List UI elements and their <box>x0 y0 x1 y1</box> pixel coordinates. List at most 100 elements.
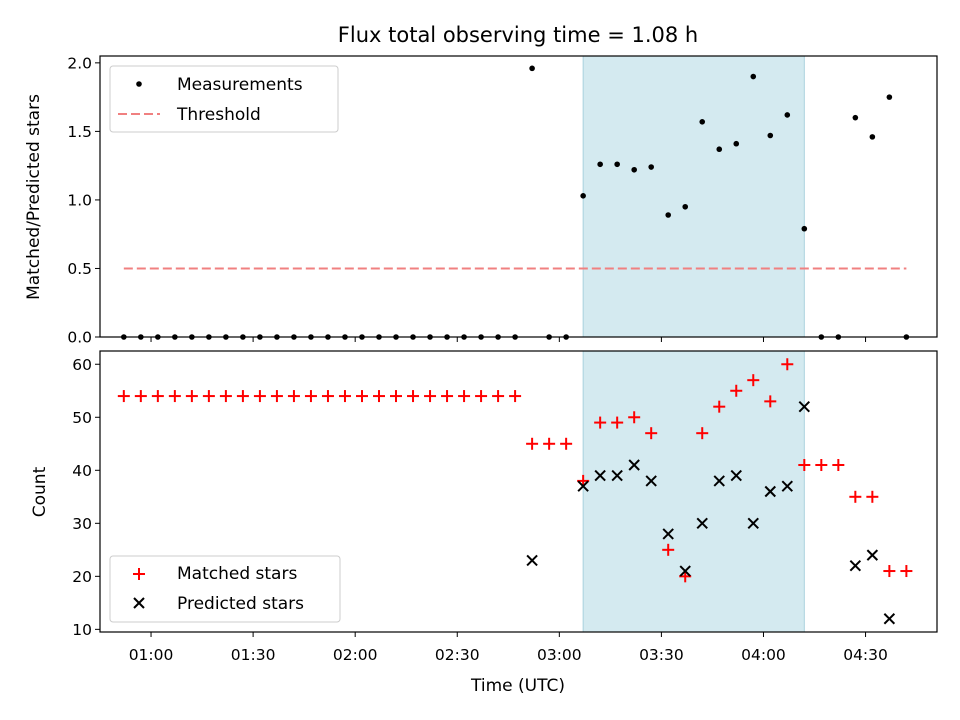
matched-stars-point <box>509 390 522 403</box>
matched-stars-point <box>730 384 743 397</box>
y-tick-label: 10 <box>72 621 92 639</box>
x-tick-label: 02:30 <box>435 646 480 664</box>
measurement-point <box>648 164 654 170</box>
x-tick-label: 01:00 <box>129 646 174 664</box>
matched-stars-point <box>492 390 505 403</box>
measurement-point <box>750 73 757 80</box>
matched-stars-point <box>543 437 556 450</box>
predicted-stars-point <box>781 480 793 492</box>
x-tick-label: 04:00 <box>741 646 786 664</box>
matched-stars-point <box>866 490 879 503</box>
matched-stars-point <box>321 390 334 403</box>
ratio-panel: 0.00.51.01.52.0 Matched/Predicted stars … <box>24 54 938 347</box>
y-tick-label: 0.0 <box>67 329 92 347</box>
matched-stars-point <box>815 458 828 471</box>
matched-stars-point <box>900 565 913 578</box>
legend-measurements-label: Measurements <box>177 75 303 95</box>
matched-stars-point <box>458 390 471 403</box>
legend-matched-label: Matched stars <box>177 564 297 584</box>
measurement-point <box>784 112 791 118</box>
count-legend: Matched stars Predicted stars <box>109 555 341 623</box>
matched-stars-point <box>560 437 573 450</box>
matched-stars-point <box>764 395 777 408</box>
matched-stars-point <box>338 390 351 403</box>
y-tick-label: 2.0 <box>67 54 92 72</box>
matched-stars-point <box>270 390 283 403</box>
measurement-point <box>699 118 706 125</box>
matched-stars-point <box>611 416 624 429</box>
legend-measurements-swatch <box>136 81 142 87</box>
predicted-stars-point <box>628 459 640 471</box>
measurement-point <box>682 203 689 210</box>
predicted-stars-point <box>764 485 776 498</box>
count-panel: 10 20 30 40 50 60 01:00 01:30 02:00 02:30 03:00 03… <box>30 350 938 696</box>
matched-stars-point <box>185 390 198 403</box>
predicted-stars-point <box>611 469 623 482</box>
matched-stars-point <box>287 390 300 403</box>
predicted-stars-point <box>594 469 606 482</box>
predicted-stars-point <box>577 480 589 492</box>
observing-window-span <box>582 55 805 338</box>
x-tick-label: 03:30 <box>639 646 684 664</box>
legend-matched-swatch <box>133 568 145 580</box>
measurement-point <box>631 166 637 173</box>
matched-stars-point <box>645 427 658 440</box>
matched-stars-point <box>747 374 760 387</box>
legend-threshold-label: Threshold <box>176 105 261 125</box>
count-legend-box <box>109 555 341 623</box>
matched-stars-point <box>117 390 130 403</box>
y-tick-label: 20 <box>72 568 92 586</box>
predicted-stars-point <box>713 475 725 487</box>
matched-stars-point <box>373 390 385 403</box>
count-panel-frame <box>99 350 938 633</box>
matched-stars-point <box>424 390 437 403</box>
y-tick-label: 1.0 <box>67 191 92 209</box>
matched-stars-point <box>696 427 709 440</box>
predicted-stars-point <box>849 560 862 572</box>
observing-window-span <box>582 350 805 633</box>
matched-stars-point <box>475 390 488 403</box>
matched-stars-point <box>832 458 845 471</box>
measurement-point <box>852 114 859 121</box>
predicted-stars-point <box>747 517 759 530</box>
x-axis-label: Time (UTC) <box>470 676 565 696</box>
matched-stars-point <box>134 390 147 403</box>
measurement-point <box>886 94 893 100</box>
measurement-point <box>801 225 808 232</box>
ratio-legend-box <box>109 65 339 133</box>
predicted-stars-point <box>696 517 708 530</box>
chart-title: Flux total observing time = 1.08 h <box>338 23 698 47</box>
measurement-point <box>614 161 620 168</box>
matched-stars-point <box>798 458 811 471</box>
predicted-stars-point <box>798 400 811 413</box>
matched-stars-point <box>236 390 249 403</box>
y-tick-label: 40 <box>72 462 92 480</box>
measurement-point <box>869 134 876 140</box>
matched-stars-point <box>713 400 726 413</box>
x-tick-label: 03:00 <box>537 646 582 664</box>
x-tick-label: 02:00 <box>333 646 378 664</box>
matched-stars-point <box>662 543 675 556</box>
matched-stars-point <box>441 390 454 403</box>
y-tick-label: 50 <box>72 409 92 427</box>
matched-stars-point <box>219 390 232 403</box>
matched-stars-point <box>355 390 368 403</box>
legend-predicted-label: Predicted stars <box>177 594 304 614</box>
matched-stars-point <box>151 390 164 403</box>
measurement-point <box>733 140 740 147</box>
measurement-point <box>767 132 774 139</box>
predicted-stars-point <box>645 475 657 487</box>
y-tick-label: 30 <box>72 515 92 533</box>
matched-stars-point <box>407 390 420 403</box>
ratio-y-axis-label: Matched/Predicted stars <box>24 94 44 300</box>
matched-stars-point <box>390 390 403 403</box>
matched-stars-point <box>168 390 181 403</box>
predicted-stars-point <box>730 469 742 482</box>
matched-stars-point <box>253 390 266 403</box>
measurement-point <box>665 212 672 218</box>
y-tick-label: 60 <box>72 356 92 374</box>
predicted-stars-point <box>679 565 691 577</box>
predicted-stars-point <box>526 554 538 567</box>
predicted-stars-point <box>662 528 674 540</box>
